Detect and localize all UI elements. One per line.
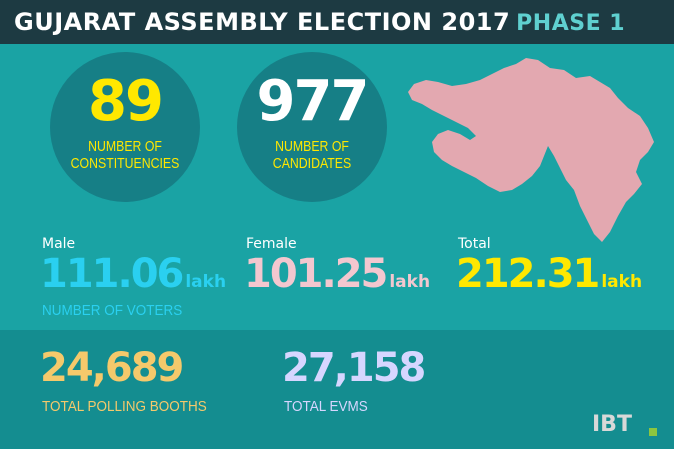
gujarat-map-icon	[408, 58, 654, 242]
total-voters-unit: lakh	[601, 272, 643, 292]
candidates-count: 977	[256, 69, 370, 134]
male-voters-value: 111.06 lakh	[40, 252, 226, 304]
candidates-caption-line1: NUMBER OF	[275, 138, 349, 155]
evms-count: 27,158	[282, 345, 426, 391]
constituencies-caption-line2: CONSTITUENCIES	[70, 155, 180, 172]
header-bar: GUJARAT ASSEMBLY ELECTION 2017 PHASE 1	[0, 0, 674, 44]
phase-label: PHASE 1	[516, 11, 626, 36]
total-voters-number: 212.31	[456, 251, 600, 297]
polling-booths-count: 24,689	[40, 345, 184, 391]
title-text: GUJARAT ASSEMBLY ELECTION 2017	[14, 8, 511, 36]
logo-dot-icon	[649, 428, 657, 436]
female-voters-unit: lakh	[389, 272, 431, 292]
male-voters-number: 111.06	[40, 251, 184, 297]
male-voters-unit: lakh	[185, 272, 227, 292]
voters-caption: NUMBER OF VOTERS	[42, 302, 183, 319]
evms-caption: TOTAL EVMS	[284, 398, 368, 415]
candidates-caption: NUMBER OF CANDIDATES	[251, 138, 374, 172]
constituencies-circle: 89 NUMBER OF CONSTITUENCIES	[50, 52, 200, 202]
polling-booths-caption: TOTAL POLLING BOOTHS	[42, 398, 207, 415]
female-label: Female	[246, 236, 297, 252]
male-label: Male	[42, 236, 76, 252]
female-voters-number: 101.25	[244, 251, 388, 297]
constituencies-caption: NUMBER OF CONSTITUENCIES	[64, 138, 187, 172]
female-voters-value: 101.25 lakh	[244, 252, 430, 304]
constituencies-count: 89	[88, 69, 164, 134]
candidates-caption-line2: CANDIDATES	[272, 155, 352, 172]
candidates-circle: 977 NUMBER OF CANDIDATES	[237, 52, 387, 202]
constituencies-caption-line1: NUMBER OF	[88, 138, 162, 155]
booths-panel	[0, 330, 674, 449]
ibt-logo: IBT	[592, 412, 632, 437]
total-label: Total	[458, 236, 491, 252]
page-title: GUJARAT ASSEMBLY ELECTION 2017 PHASE 1	[14, 6, 625, 40]
total-voters-value: 212.31 lakh	[456, 252, 642, 304]
